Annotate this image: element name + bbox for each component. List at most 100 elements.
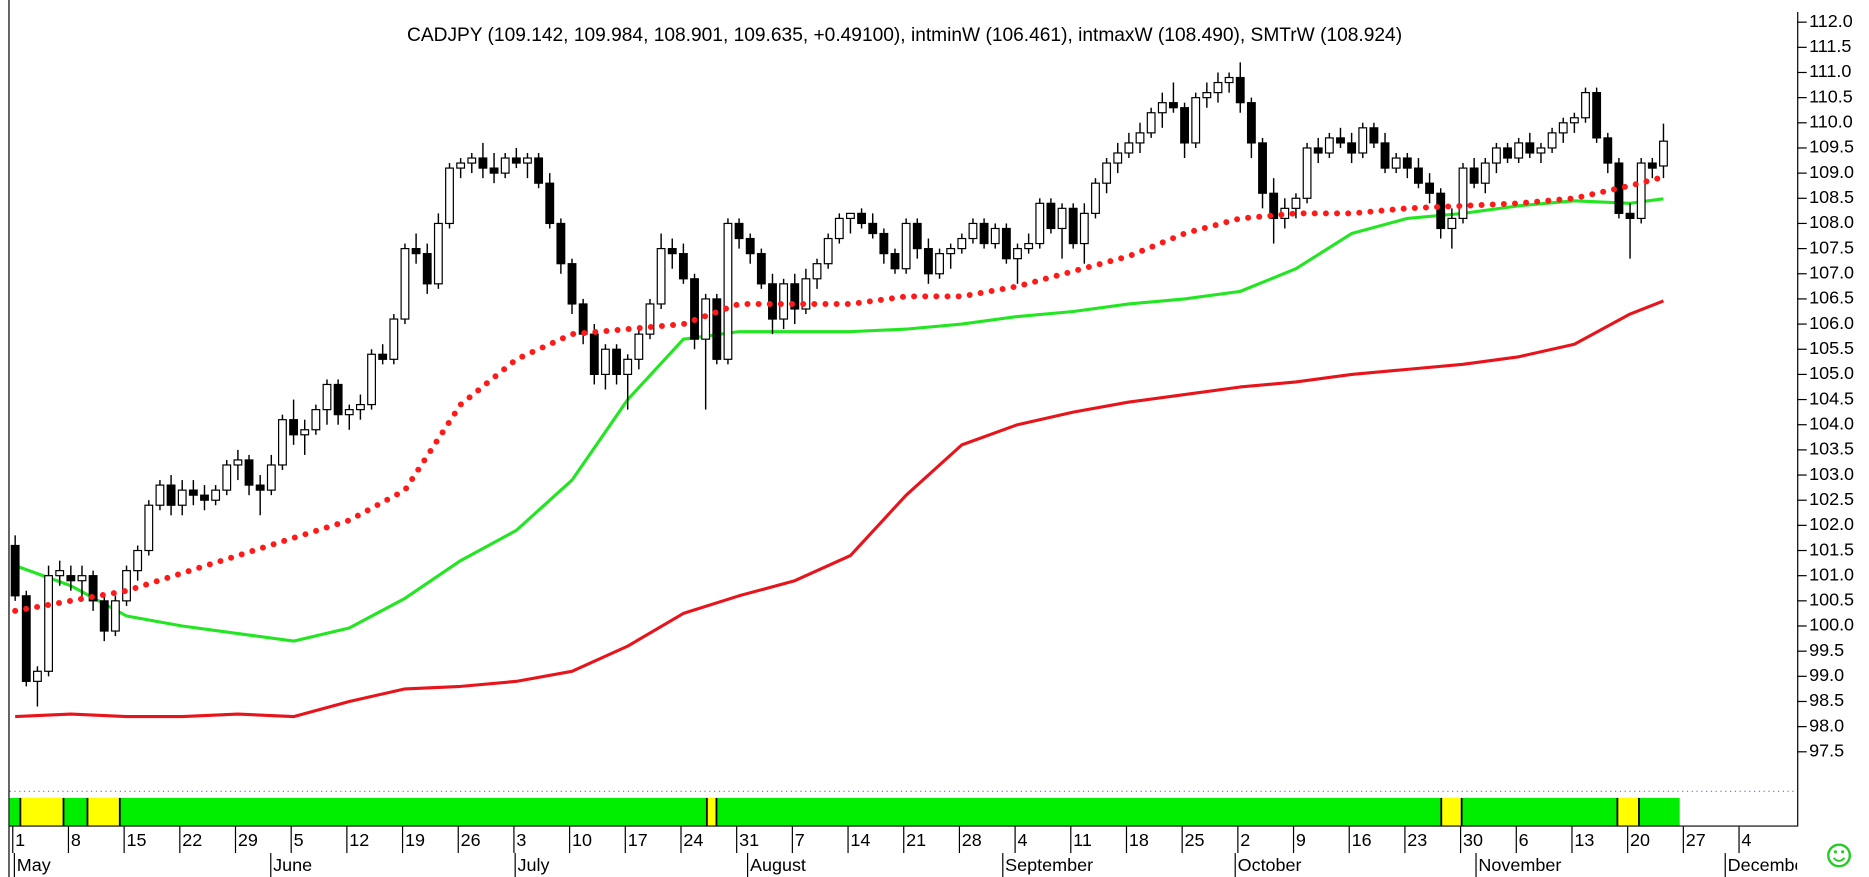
candle-body [21, 595, 31, 682]
candle-body [1013, 248, 1022, 260]
candle-body [1258, 142, 1267, 194]
candle-body [244, 459, 254, 486]
candle-body [1581, 92, 1590, 119]
candle-body [1336, 137, 1345, 144]
candle-body [1046, 202, 1056, 230]
candle-body [433, 222, 443, 285]
candle-body [1503, 147, 1512, 159]
day-label: 18 [1129, 830, 1149, 850]
candle-body [300, 429, 310, 436]
candle-body [1547, 132, 1557, 149]
candle-body [1436, 192, 1446, 230]
month-label: December [1728, 855, 1811, 875]
candle-body [456, 162, 466, 169]
month-label: May [17, 855, 51, 875]
candle-body [1102, 162, 1112, 184]
y-tick-label: 103.0 [1809, 464, 1854, 484]
y-tick-label: 99.0 [1809, 665, 1844, 685]
day-label: 26 [461, 830, 481, 850]
y-tick-label: 108.0 [1809, 212, 1854, 232]
candle-body [678, 253, 688, 280]
candle-body [1369, 127, 1379, 144]
candle-body [946, 248, 956, 255]
candle-body [233, 459, 243, 466]
month-label: August [750, 855, 806, 875]
candle-body [645, 303, 655, 335]
candle-body [200, 494, 209, 501]
candle-body [957, 237, 967, 250]
candle-body [1324, 137, 1334, 154]
day-label: 29 [238, 830, 258, 850]
y-tick-label: 98.0 [1809, 715, 1844, 735]
day-label: 20 [1630, 830, 1650, 850]
day-label: 24 [683, 830, 703, 850]
plot-area [10, 62, 1668, 719]
candle-body [1414, 167, 1423, 184]
smiley-icon [1827, 843, 1852, 868]
day-label: 16 [1352, 830, 1372, 850]
candle-body [1347, 142, 1357, 154]
day-label: 8 [71, 830, 81, 850]
y-tick-label: 103.5 [1809, 439, 1854, 459]
candle-body [355, 403, 365, 411]
candle-body [1024, 242, 1034, 250]
candle-body [1636, 162, 1646, 220]
candle-body [1558, 122, 1568, 134]
smiley-face [1827, 843, 1852, 868]
candle-body [1035, 202, 1045, 245]
candle-body [912, 222, 922, 250]
day-label: 30 [1463, 830, 1483, 850]
candle-body [1113, 152, 1123, 164]
candle-body [968, 222, 978, 240]
y-tick-label: 106.0 [1809, 313, 1854, 333]
candle-body [77, 575, 87, 582]
candle-body [278, 419, 287, 466]
candle-body [88, 575, 98, 602]
candle-body [44, 575, 53, 672]
candle-body [1168, 102, 1178, 109]
day-label: 7 [795, 830, 805, 850]
strip-yellow [706, 797, 717, 826]
y-tick-label: 105.5 [1809, 338, 1854, 358]
day-label: 9 [1296, 830, 1306, 850]
candle-body [1135, 132, 1145, 144]
day-label: 19 [405, 830, 425, 850]
candle-body [545, 182, 555, 225]
y-tick-label: 110.0 [1809, 112, 1853, 132]
candle-body [1191, 97, 1201, 144]
candle-body [1514, 142, 1524, 159]
candle-body [868, 222, 878, 235]
indicator-line [15, 299, 1665, 719]
day-label: 10 [572, 830, 592, 850]
candle-body [589, 333, 599, 376]
strip-yellow [20, 797, 64, 826]
candle-body [690, 278, 699, 340]
candle-body [1358, 127, 1368, 154]
candle-body [66, 575, 76, 582]
candle-body [1091, 182, 1100, 214]
candle-body [211, 489, 221, 501]
candle-body [1124, 142, 1134, 154]
candle-body [623, 358, 633, 376]
month-label: June [273, 855, 312, 875]
day-label: 31 [739, 830, 759, 850]
candle-body [556, 222, 566, 265]
candle-body [110, 600, 120, 632]
candle-body [846, 212, 855, 220]
y-tick-label: 111.5 [1809, 36, 1851, 56]
candle-body [1425, 182, 1435, 194]
strip-yellow [1441, 797, 1462, 826]
y-tick-label: 102.0 [1809, 514, 1854, 534]
y-tick-label: 102.5 [1809, 489, 1854, 509]
candle-body [1469, 167, 1479, 184]
candle-body [1569, 117, 1579, 124]
candle-body [1224, 76, 1234, 84]
candle-body [990, 227, 1000, 245]
candle-body [311, 409, 321, 431]
candle-body [333, 383, 343, 416]
candle-body [1447, 217, 1457, 230]
y-tick-label: 104.0 [1809, 413, 1854, 433]
month-label: November [1478, 855, 1561, 875]
candle-body [1146, 112, 1156, 134]
y-tick-label: 109.0 [1809, 162, 1854, 182]
